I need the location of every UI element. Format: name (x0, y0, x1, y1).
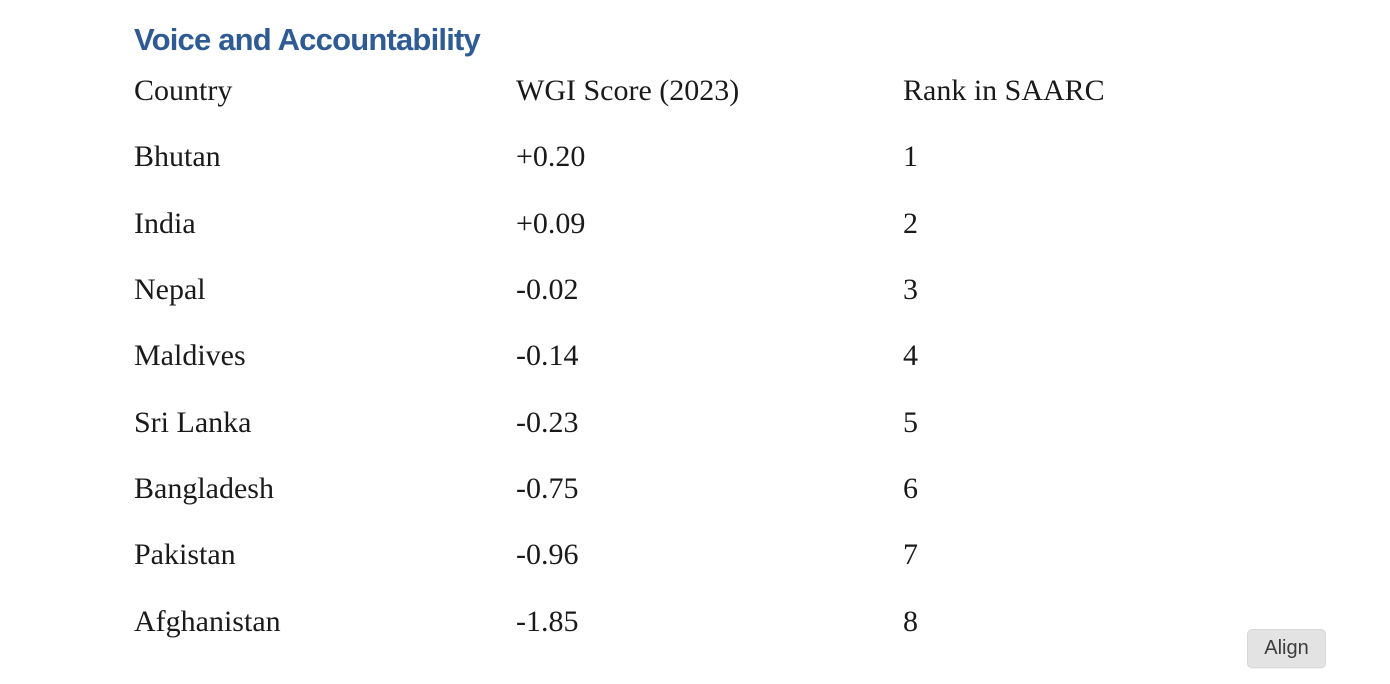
document-content: Voice and Accountability Country WGI Sco… (134, 22, 1390, 655)
cell-rank: 3 (903, 273, 918, 307)
cell-score: -0.14 (516, 339, 579, 373)
table-body: Bhutan +0.20 1 India +0.09 2 Nepal -0.02 3 Maldiv… (134, 124, 1390, 654)
cell-score: -0.75 (516, 471, 579, 505)
column-header-wgi-score: WGI Score (2023) (516, 74, 740, 108)
cell-rank: 2 (903, 206, 918, 240)
cell-country: Bangladesh (134, 471, 274, 505)
cell-country: Sri Lanka (134, 405, 252, 439)
table-header-row: Country WGI Score (2023) Rank in SAARC (134, 58, 1390, 124)
cell-country: Bhutan (134, 140, 221, 174)
column-header-rank-saarc: Rank in SAARC (903, 74, 1105, 108)
cell-score: -0.96 (516, 538, 579, 572)
cell-score: -1.85 (516, 604, 579, 638)
align-button[interactable]: Align (1247, 629, 1326, 668)
table-row: Maldives -0.14 4 (134, 323, 1390, 389)
cell-score: +0.09 (516, 206, 586, 240)
cell-score: +0.20 (516, 140, 586, 174)
cell-rank: 1 (903, 140, 918, 174)
table-row: Sri Lanka -0.23 5 (134, 389, 1390, 455)
table-row: Afghanistan -1.85 8 (134, 588, 1390, 654)
cell-score: -0.02 (516, 273, 579, 307)
section-heading: Voice and Accountability (134, 22, 481, 57)
cell-rank: 8 (903, 604, 918, 638)
cell-country: Pakistan (134, 538, 236, 572)
cell-score: -0.23 (516, 405, 579, 439)
table-row: Nepal -0.02 3 (134, 257, 1390, 323)
cell-rank: 7 (903, 538, 918, 572)
column-header-country: Country (134, 74, 233, 108)
table-row: India +0.09 2 (134, 191, 1390, 257)
wgi-score-table: Country WGI Score (2023) Rank in SAARC B… (134, 58, 1390, 655)
table-row: Pakistan -0.96 7 (134, 522, 1390, 588)
cell-country: Nepal (134, 273, 206, 307)
cell-country: Afghanistan (134, 604, 281, 638)
cell-country: India (134, 206, 196, 240)
table-row: Bhutan +0.20 1 (134, 124, 1390, 190)
cell-rank: 6 (903, 471, 918, 505)
table-row: Bangladesh -0.75 6 (134, 456, 1390, 522)
cell-rank: 5 (903, 405, 918, 439)
cell-country: Maldives (134, 339, 246, 373)
cell-rank: 4 (903, 339, 918, 373)
